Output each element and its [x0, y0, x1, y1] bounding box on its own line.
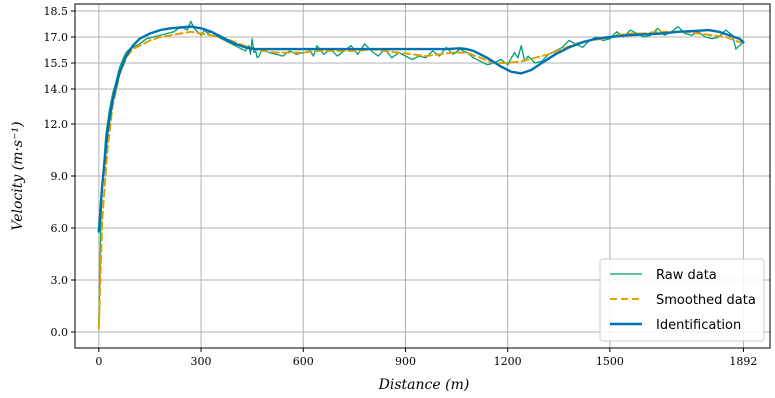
x-tick-label: 1500 — [596, 355, 624, 368]
y-tick-label: 17.0 — [44, 31, 69, 44]
x-tick-label: 0 — [95, 355, 102, 368]
tick-layer: 0 300 600 900 1200 1500 1892 0.0 3.0 6.0 9.0 12.0 14… — [44, 5, 758, 368]
legend-label-identification: Identification — [656, 318, 741, 333]
x-tick-label: 1892 — [729, 355, 757, 368]
x-tick-label: 600 — [293, 355, 314, 368]
legend-label-smoothed-data: Smoothed data — [656, 293, 756, 308]
y-tick-label: 18.5 — [44, 5, 69, 18]
y-tick-label: 6.0 — [51, 222, 69, 235]
y-tick-label: 9.0 — [51, 170, 69, 183]
y-tick-label: 12.0 — [44, 118, 69, 131]
x-axis-label: Distance (m) — [378, 377, 470, 393]
legend-label-raw-data: Raw data — [656, 268, 717, 283]
x-tick-label: 900 — [395, 355, 416, 368]
y-axis-label: Velocity (m·s⁻¹) — [10, 121, 26, 230]
series-layer — [97, 20, 745, 330]
y-tick-label: 15.5 — [44, 57, 69, 70]
y-tick-label: 3.0 — [51, 274, 69, 287]
series-line-identification — [97, 25, 745, 233]
x-tick-label: 1200 — [494, 355, 522, 368]
legend-box — [599, 258, 765, 342]
x-tick-label: 300 — [191, 355, 212, 368]
y-tick-label: 14.0 — [44, 83, 69, 96]
legend: Raw data Smoothed data Identification — [599, 258, 765, 342]
y-tick-label: 0.0 — [51, 326, 69, 339]
grid-layer — [75, 4, 770, 348]
series-line-smoothed-data — [97, 30, 745, 330]
